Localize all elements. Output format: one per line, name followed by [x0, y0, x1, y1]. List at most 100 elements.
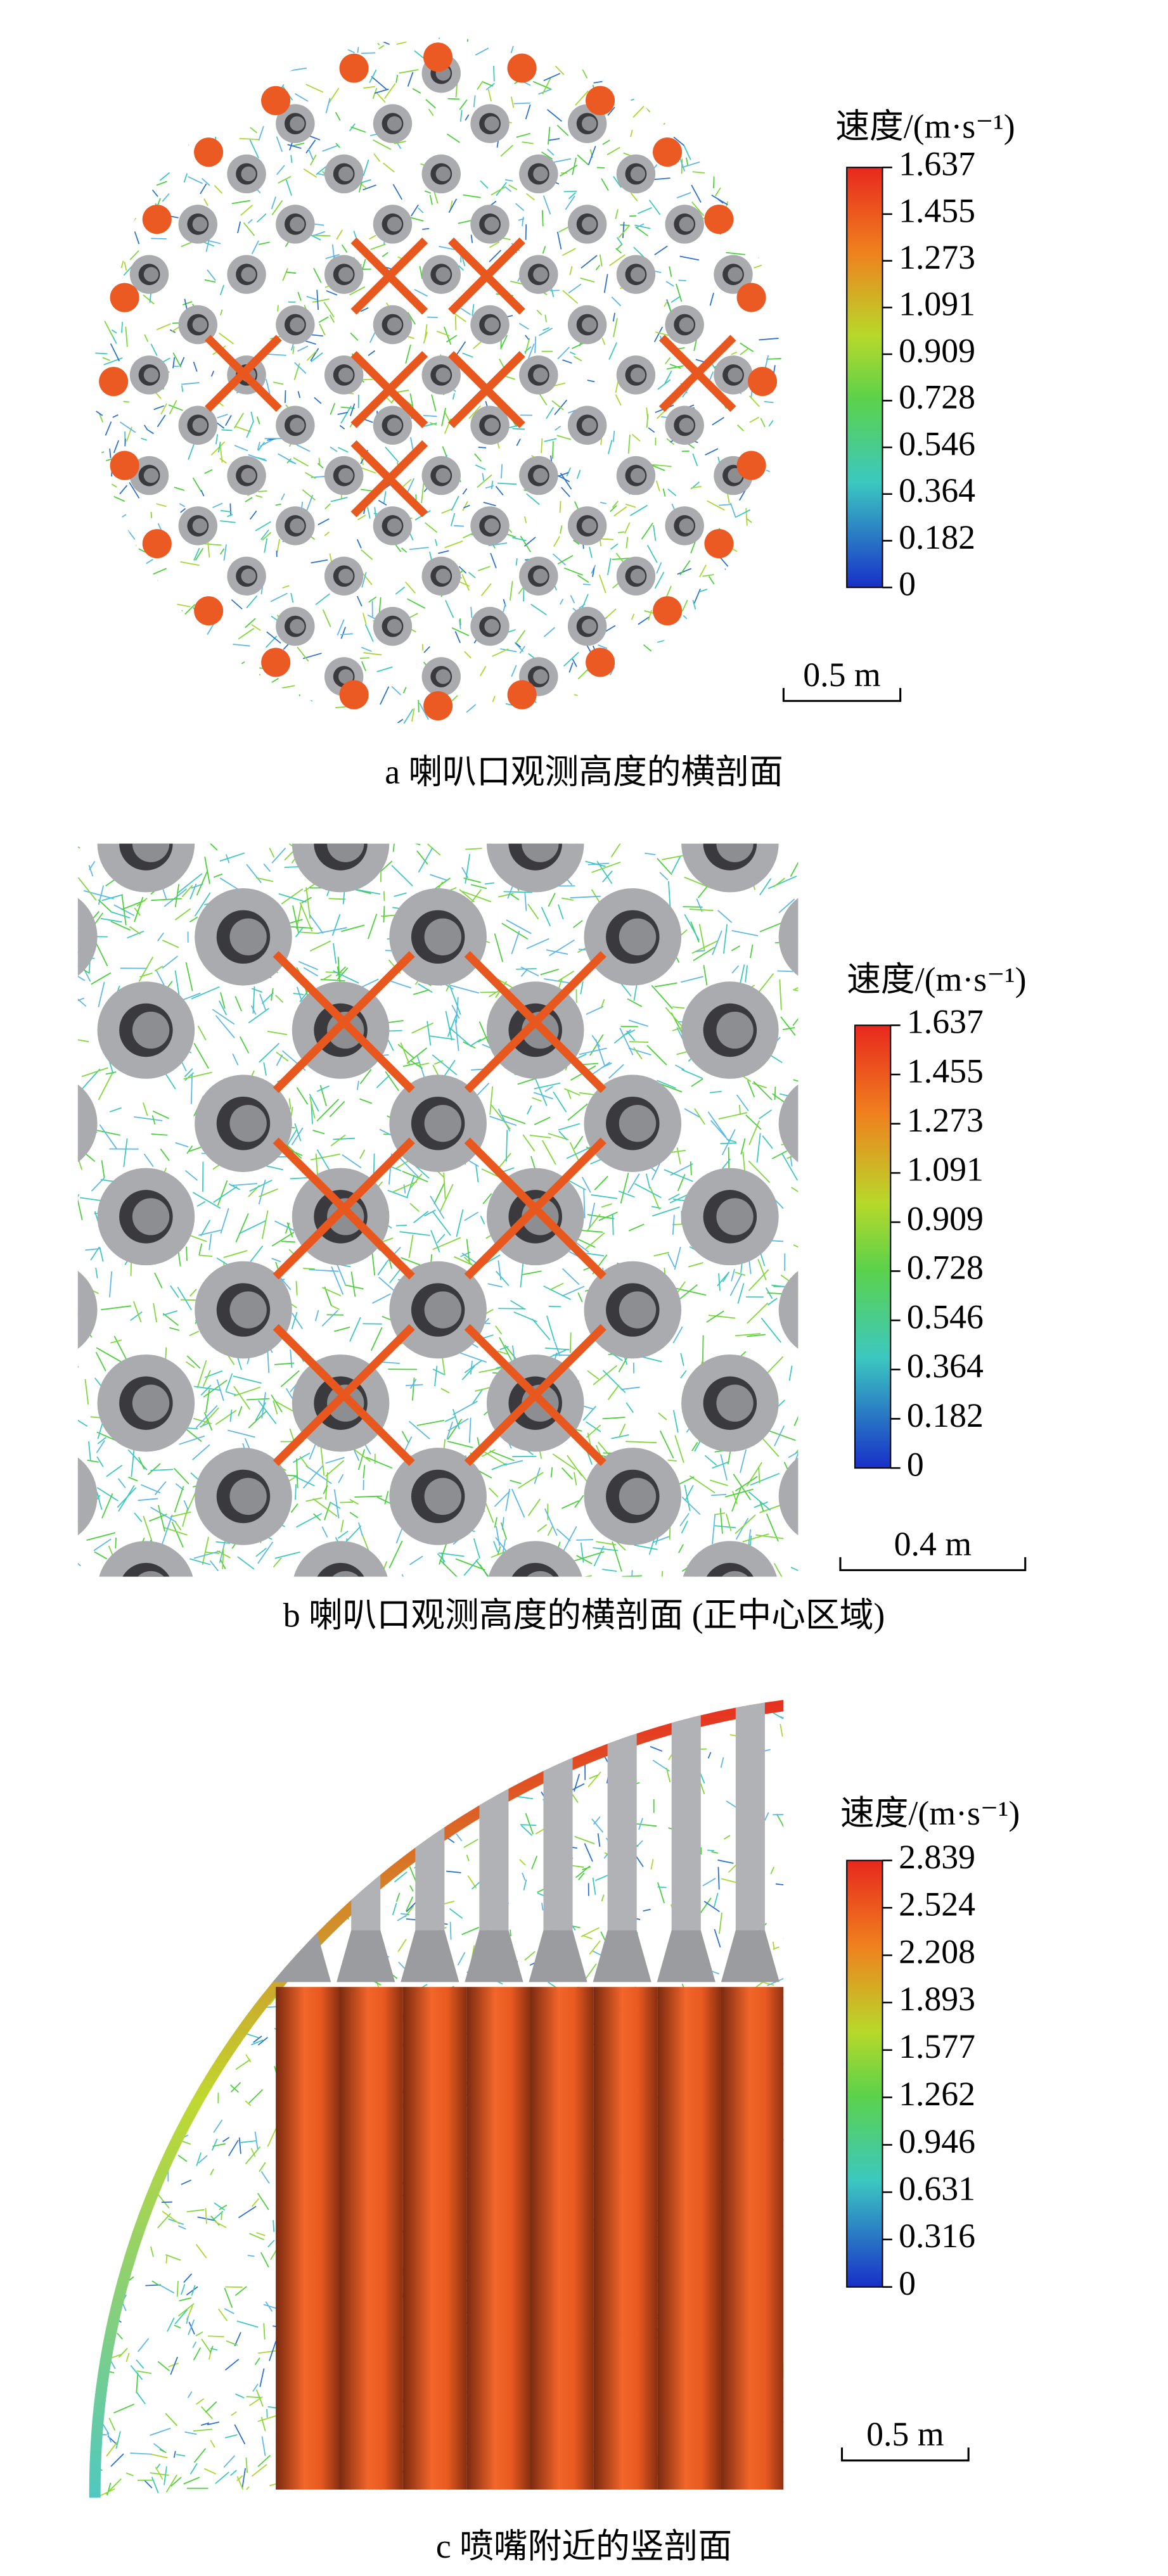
flow-vector: [170, 2060, 179, 2069]
flow-vector: [223, 2026, 234, 2029]
tube-core: [814, 919, 850, 955]
flow-vector: [650, 1859, 654, 1870]
flow-vector: [500, 648, 517, 653]
flow-vector: [256, 213, 267, 223]
flow-vector: [391, 865, 413, 887]
flow-vector: [214, 1961, 223, 1963]
flow-vector: [563, 567, 583, 576]
flow-vector: [147, 1463, 161, 1476]
flow-vector: [112, 149, 132, 155]
flow-vector: [728, 103, 732, 114]
flow-vector: [418, 847, 433, 873]
flow-vector: [762, 611, 768, 629]
flow-vector: [707, 1111, 727, 1138]
flow-vector: [746, 544, 754, 554]
flow-vector: [543, 627, 556, 637]
flow-vector: [722, 125, 726, 132]
flow-vector: [660, 667, 677, 671]
flow-vector: [181, 385, 184, 392]
tube-core: [435, 166, 451, 182]
flow-vector: [356, 1080, 359, 1090]
tube-core: [241, 468, 256, 483]
flow-vector: [428, 108, 434, 116]
flow-vector: [151, 2280, 160, 2286]
cross-plate: [464, 1323, 606, 1466]
flow-vector: [507, 628, 516, 633]
panel-c-image: [89, 1700, 784, 2498]
flow-vector: [205, 1944, 210, 1952]
flow-vector: [461, 1927, 480, 1935]
flow-vector: [98, 412, 104, 423]
flow-vector: [234, 1828, 250, 1838]
flow-vector: [436, 330, 450, 336]
flow-vector: [363, 652, 382, 656]
scale-bar: [839, 1557, 1027, 1571]
flow-vector: [238, 628, 255, 640]
flow-vector: [202, 1712, 205, 1720]
flow-vector: [278, 1818, 298, 1827]
flow-vector: [662, 488, 666, 497]
tube-core: [1008, 1478, 1045, 1515]
flow-vector: [325, 1457, 345, 1464]
tube-core: [192, 317, 208, 333]
flow-vector: [114, 1725, 126, 1732]
flow-vector: [188, 2319, 195, 2335]
flow-vector: [345, 1525, 362, 1543]
flow-vector: [613, 175, 622, 188]
flow-vector: [224, 2359, 240, 2371]
flow-vector: [567, 1455, 582, 1476]
flow-vector: [414, 1772, 430, 1781]
flow-vector: [587, 379, 595, 383]
tube-outer: [488, 1541, 582, 1577]
flow-vector: [730, 720, 736, 725]
flow-vector: [357, 720, 368, 725]
flow-vector: [157, 1505, 165, 1532]
flow-vector: [409, 1379, 417, 1389]
flow-vector: [631, 49, 645, 54]
fuel-column: [721, 1987, 784, 2490]
tube-core: [1008, 919, 1045, 955]
flow-vector: [612, 1541, 622, 1572]
flow-vector: [676, 192, 691, 199]
flow-vector: [628, 1047, 651, 1055]
flow-vector: [588, 1202, 596, 1229]
flow-vector: [292, 143, 305, 147]
flow-vector: [527, 1105, 532, 1114]
flow-vector: [318, 316, 329, 323]
tube-core: [533, 267, 548, 282]
flow-vector: [108, 1999, 111, 2017]
flow-vector: [433, 1060, 444, 1065]
flow-vector: [650, 1745, 663, 1752]
flow-vector: [276, 136, 283, 152]
flow-vector: [94, 718, 110, 725]
flow-vector: [229, 503, 232, 516]
tube-core: [387, 618, 402, 634]
cross-plate: [464, 951, 606, 1094]
flow-vector: [748, 1491, 771, 1511]
flow-vector: [98, 981, 105, 1007]
flow-vector: [302, 489, 316, 501]
flow-vector: [396, 1224, 408, 1227]
flow-vector: [139, 2080, 143, 2096]
flow-vector: [777, 970, 793, 972]
flow-vector: [337, 957, 340, 979]
flow-vector: [680, 98, 693, 102]
flow-vector: [461, 867, 469, 879]
flow-vector: [667, 303, 672, 312]
flow-vector: [625, 55, 633, 62]
flow-vector: [149, 1749, 158, 1754]
flow-vector: [464, 1211, 479, 1221]
flow-vector: [726, 252, 745, 255]
flow-vector: [200, 490, 205, 497]
flow-vector: [101, 544, 120, 552]
flow-vector: [156, 323, 172, 331]
flow-vector: [403, 1184, 406, 1194]
flow-vector: [793, 1244, 799, 1248]
flow-vector: [510, 281, 522, 284]
flow-vector: [684, 1484, 691, 1512]
flow-vector: [676, 1287, 707, 1296]
flow-vector: [741, 201, 749, 207]
flow-vector: [156, 181, 167, 186]
colorbar-label: 1.455: [907, 1052, 984, 1090]
flow-vector: [558, 904, 564, 920]
